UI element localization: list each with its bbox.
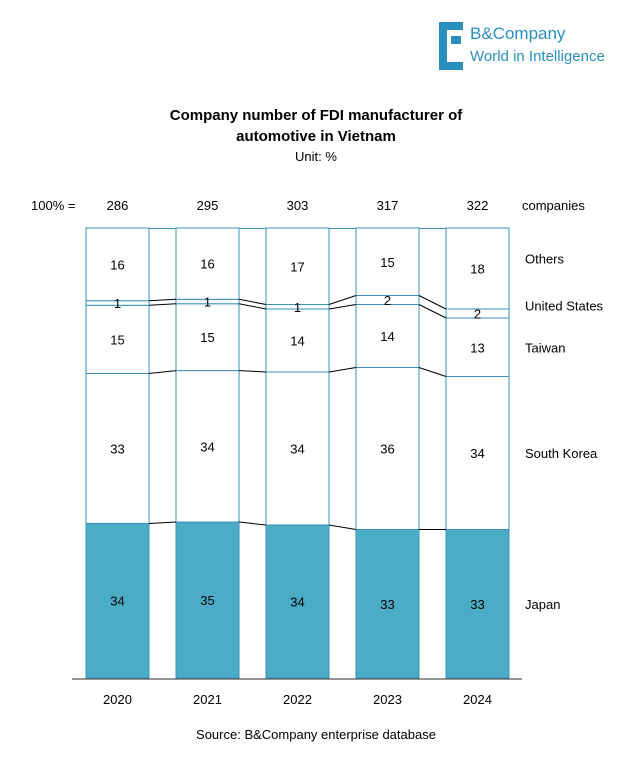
data-label-japan: 34 xyxy=(110,594,124,609)
connector-line xyxy=(328,367,357,373)
connector-line xyxy=(238,521,267,526)
total-label: 322 xyxy=(467,198,489,213)
data-label-others: 15 xyxy=(380,255,394,270)
brand-name: B&Company xyxy=(470,24,566,43)
chart-title-line-2: automotive in Vietnam xyxy=(236,128,396,145)
data-label-south-korea: 34 xyxy=(200,439,214,454)
bar-segment-others xyxy=(85,227,150,302)
connector-line xyxy=(328,295,357,305)
connector-line xyxy=(148,303,177,306)
gap-top-line xyxy=(239,228,266,229)
connector-line xyxy=(238,303,267,310)
connector-line xyxy=(148,298,177,302)
data-label-south-korea: 34 xyxy=(290,442,304,457)
data-label-others: 16 xyxy=(110,257,124,272)
data-label-taiwan: 13 xyxy=(470,340,484,355)
brand-logo-mark xyxy=(439,22,463,70)
connector-line xyxy=(238,370,267,373)
legend-label-others: Others xyxy=(525,252,565,267)
total-label: 286 xyxy=(107,198,129,213)
brand-tagline: World in Intelligence xyxy=(470,48,605,65)
data-label-others: 18 xyxy=(470,262,484,277)
data-label-others: 17 xyxy=(290,259,304,274)
legend-label-united-states: United States xyxy=(525,299,604,314)
bar-segment-taiwan xyxy=(265,308,330,373)
data-label-south-korea: 36 xyxy=(380,442,394,457)
chart-title-line-1: Company number of FDI manufacturer of xyxy=(169,107,463,124)
data-label-united-states: 2 xyxy=(474,307,481,322)
data-label-japan: 35 xyxy=(200,593,214,608)
bar-segment-taiwan xyxy=(445,317,510,377)
legend-label-japan: Japan xyxy=(525,597,560,612)
total-label: 303 xyxy=(287,198,309,213)
legend-label-south-korea: South Korea xyxy=(525,446,598,461)
data-label-south-korea: 33 xyxy=(110,441,124,456)
gap-top-line xyxy=(329,228,356,229)
total-prefix-label: 100% = xyxy=(31,198,75,213)
x-tick-label: 2022 xyxy=(283,692,312,707)
brand-logo: B&Company World in Intelligence xyxy=(437,22,627,72)
connector-line xyxy=(328,524,357,530)
bar-segment-others xyxy=(265,227,330,305)
data-label-japan: 33 xyxy=(470,597,484,612)
gap-top-line xyxy=(149,228,176,229)
data-label-united-states: 1 xyxy=(204,295,211,310)
data-label-south-korea: 34 xyxy=(470,446,484,461)
chart-source: Source: B&Company enterprise database xyxy=(196,727,436,742)
total-label: 295 xyxy=(197,198,219,213)
connector-line xyxy=(238,298,267,305)
x-tick-label: 2023 xyxy=(373,692,402,707)
connector-line xyxy=(418,367,447,377)
connector-line xyxy=(328,304,357,310)
bar-segment-japan xyxy=(175,521,240,679)
connector-line xyxy=(148,370,177,374)
chart-unit: Unit: % xyxy=(295,149,337,164)
connector-line xyxy=(148,521,177,524)
legend-label-taiwan: Taiwan xyxy=(525,340,565,355)
data-label-taiwan: 15 xyxy=(200,330,214,345)
data-label-taiwan: 14 xyxy=(290,334,304,349)
data-label-united-states: 1 xyxy=(294,300,301,315)
x-tick-label: 2021 xyxy=(193,692,222,707)
bar-segment-south-korea xyxy=(265,371,330,526)
data-label-united-states: 1 xyxy=(114,296,121,311)
x-tick-label: 2020 xyxy=(103,692,132,707)
gap-top-line xyxy=(419,228,446,229)
bar-segment-taiwan xyxy=(355,304,420,368)
data-label-taiwan: 14 xyxy=(380,329,394,344)
total-suffix-label: companies xyxy=(522,198,585,213)
connector-line xyxy=(418,304,447,319)
x-tick-label: 2024 xyxy=(463,692,492,707)
bar-segment-japan xyxy=(445,529,510,679)
bar-segment-others xyxy=(175,227,240,300)
data-label-united-states: 2 xyxy=(384,293,391,308)
data-label-others: 16 xyxy=(200,257,214,272)
total-label: 317 xyxy=(377,198,399,213)
data-label-japan: 34 xyxy=(290,595,304,610)
bar-segment-japan xyxy=(85,522,150,679)
data-label-taiwan: 15 xyxy=(110,332,124,347)
data-label-japan: 33 xyxy=(380,597,394,612)
connector-line xyxy=(418,295,447,310)
